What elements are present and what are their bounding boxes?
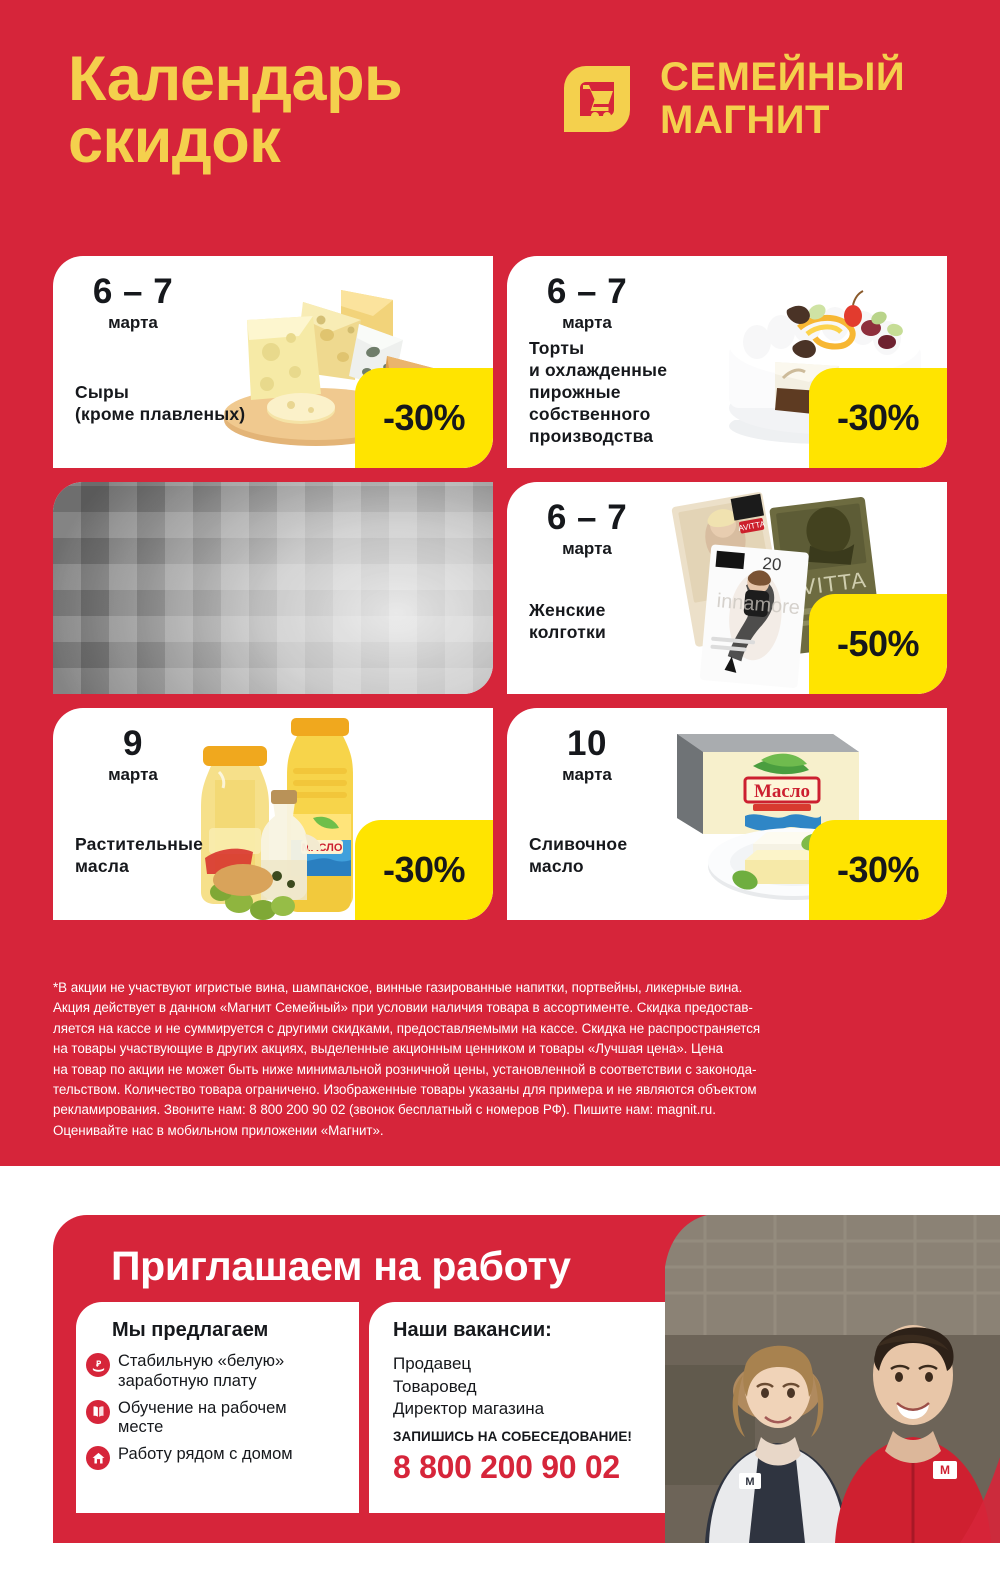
flyer-top-panel: Календарь скидок СЕМЕЙНЫЙ МАГНИТ xyxy=(0,0,1000,1166)
list-item: Работу рядом с домом xyxy=(86,1445,354,1471)
house-icon xyxy=(86,1446,110,1471)
discount-badge: -30% xyxy=(809,368,947,468)
page-title-line1: Календарь xyxy=(68,44,403,114)
promo-date: 9 марта xyxy=(79,724,187,785)
promo-day: 6 – 7 xyxy=(92,272,174,311)
promo-day: 6 – 7 xyxy=(546,498,628,537)
svg-text:Масло: Масло xyxy=(754,781,810,802)
promo-card-grid: 6 – 7 марта Сыры (кроме плавленых) -30% xyxy=(53,256,947,920)
we-offer-heading: Мы предлагаем xyxy=(112,1319,269,1341)
promo-day: 6 – 7 xyxy=(546,272,628,311)
promo-date: 6 – 7 марта xyxy=(79,272,187,333)
promo-label: Сыры (кроме плавленых) xyxy=(75,382,246,425)
promo-label: Сливочное масло xyxy=(529,834,628,877)
promo-card-butter[interactable]: Масло 10 xyxy=(507,708,947,920)
promo-date: 10 марта xyxy=(533,724,641,785)
promo-month: марта xyxy=(108,764,158,784)
list-item: Товаровед xyxy=(393,1376,477,1396)
vacancies-heading: Наши вакансии: xyxy=(393,1319,552,1341)
recruitment-banner: Приглашаем на работу Мы предлагаем Стаби… xyxy=(53,1215,1000,1543)
discount-badge: -50% xyxy=(809,594,947,694)
brand-logo: СЕМЕЙНЫЙ МАГНИТ xyxy=(556,55,906,143)
flyer-header: Календарь скидок СЕМЕЙНЫЙ МАГНИТ xyxy=(0,0,1000,235)
page-title: Календарь скидок xyxy=(68,48,538,177)
vacancies-list: Продавец Товаровед Директор магазина xyxy=(393,1353,544,1421)
page-title-line2: скидок xyxy=(68,106,281,177)
discount-badge: -30% xyxy=(809,820,947,920)
svg-text:M: M xyxy=(940,1463,950,1477)
two-magnit-employees-photo: M M xyxy=(665,1215,1000,1543)
brand-name: СЕМЕЙНЫЙ МАГНИТ xyxy=(660,55,906,143)
list-item: Обучение на рабочем месте xyxy=(86,1399,354,1439)
offer-text: Работу рядом с домом xyxy=(118,1445,293,1464)
legal-disclaimer: *В акции не участвуют игристые вина, шам… xyxy=(53,980,761,1138)
offer-text: Обучение на рабочем месте xyxy=(118,1398,287,1437)
offer-text: Стабильную «белую» заработную плату xyxy=(118,1352,285,1390)
vegetable-oil-bottles-image: МАСЛО xyxy=(185,710,415,920)
we-offer-list: Стабильную «белую» заработную плату Обуч… xyxy=(86,1352,354,1477)
we-offer-panel: Мы предлагаем Стабильную «белую» заработ… xyxy=(76,1302,359,1513)
promo-label: Растительные масла xyxy=(75,834,204,877)
promo-label: Женские колготки xyxy=(529,600,606,643)
censored-pixelated-block xyxy=(53,482,493,694)
promo-card-cakes[interactable]: 6 – 7 марта Торты и охлажденные пирожные… xyxy=(507,256,947,468)
open-book-icon xyxy=(86,1399,110,1424)
promo-day: 9 xyxy=(123,724,143,763)
list-item: Продавец xyxy=(393,1354,472,1373)
shopping-cart-icon xyxy=(556,58,638,140)
promo-month: марта xyxy=(562,312,612,332)
list-item: Стабильную «белую» заработную плату xyxy=(86,1352,354,1392)
interview-cta: ЗАПИШИСЬ НА СОБЕСЕДОВАНИЕ! xyxy=(393,1429,633,1444)
svg-text:M: M xyxy=(745,1476,754,1488)
discount-badge: -30% xyxy=(355,820,493,920)
recruitment-title: Приглашаем на работу xyxy=(111,1243,571,1289)
vacancies-panel: Наши вакансии: Продавец Товаровед Директ… xyxy=(369,1302,673,1513)
discount-badge: -30% xyxy=(355,368,493,468)
promo-month: марта xyxy=(562,538,612,558)
hand-with-ruble-icon xyxy=(86,1353,110,1377)
promo-card-pantyhose[interactable]: AVITTA AVITTA A TIGHTS xyxy=(507,482,947,694)
promo-card-vegetable-oil[interactable]: МАСЛО xyxy=(53,708,493,920)
promo-label: Торты и охлажденные пирожные собственног… xyxy=(529,338,668,446)
promo-card-censored[interactable] xyxy=(53,482,493,694)
list-item: Директор магазина xyxy=(393,1399,545,1419)
promo-card-cheese[interactable]: 6 – 7 марта Сыры (кроме плавленых) -30% xyxy=(53,256,493,468)
promo-day: 10 xyxy=(567,724,607,763)
promo-date: 6 – 7 марта xyxy=(533,498,641,559)
promo-month: марта xyxy=(562,764,612,784)
promo-date: 6 – 7 марта xyxy=(533,272,641,333)
promo-month: марта xyxy=(108,312,158,332)
phone-number[interactable]: 8 800 200 90 02 xyxy=(393,1449,620,1485)
svg-text:20: 20 xyxy=(762,554,783,575)
